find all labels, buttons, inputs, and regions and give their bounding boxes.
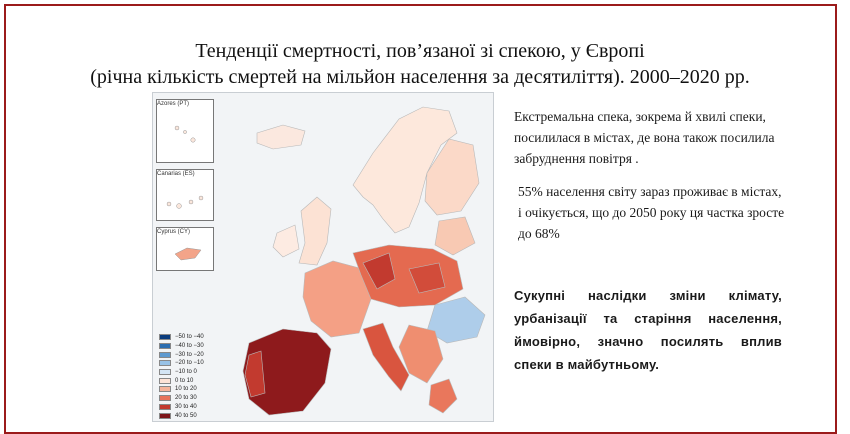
slide-title-line2: (річна кількість смертей на мільйон насе… (90, 66, 750, 88)
map-legend: −50 to −40 −40 to −30 −30 to −20 −20 to … (159, 333, 229, 420)
legend-swatch (159, 386, 171, 393)
legend-label: 20 to 30 (175, 395, 197, 402)
legend-label: −20 to −10 (175, 360, 204, 367)
legend-swatch (159, 343, 171, 350)
paragraph-urban-population: 55% населення світу зараз проживає в міс… (518, 184, 785, 241)
legend-swatch (159, 334, 171, 341)
slide-title-line1: Тенденції смертності, пов’язаної зі спек… (195, 40, 645, 62)
heat-mortality-map: Azores (PT) Canarias (ES) Cyprus (CY) (152, 92, 494, 422)
legend-item: 40 to 50 (159, 411, 229, 420)
inset-label-cyprus: Cyprus (CY) (157, 229, 191, 235)
legend-swatch (159, 351, 171, 358)
cyprus-island-graphic (174, 247, 202, 261)
legend-swatch (159, 369, 171, 376)
legend-item: 0 to 10 (159, 376, 229, 385)
legend-swatch (159, 360, 171, 367)
inset-azores (156, 99, 214, 163)
legend-swatch (159, 412, 171, 419)
paragraph-combined-effects: Сукупні наслідки зміни клімату, урбаніза… (514, 288, 782, 372)
legend-item: 20 to 30 (159, 394, 229, 403)
legend-label: −40 to −30 (175, 343, 204, 350)
legend-label: −50 to −40 (175, 334, 204, 341)
inset-cyprus (156, 227, 214, 271)
legend-label: −10 to 0 (175, 369, 197, 376)
legend-item: −10 to 0 (159, 368, 229, 377)
legend-label: 10 to 20 (175, 386, 197, 393)
legend-item: 10 to 20 (159, 385, 229, 394)
legend-item: −50 to −40 (159, 333, 229, 342)
legend-swatch (159, 377, 171, 384)
legend-item: −40 to −30 (159, 342, 229, 351)
legend-label: 40 to 50 (175, 412, 197, 419)
legend-label: 30 to 40 (175, 403, 197, 410)
azores-islands-graphic (174, 125, 196, 143)
legend-swatch (159, 403, 171, 410)
paragraph-extreme-heat: Екстремальна спека, зокрема й хвилі спек… (514, 109, 775, 166)
canarias-islands-graphic (166, 195, 204, 209)
inset-label-canarias: Canarias (ES) (157, 171, 195, 177)
legend-label: −30 to −20 (175, 351, 204, 358)
legend-item: 30 to 40 (159, 403, 229, 412)
europe-map-graphic (242, 106, 486, 416)
inset-canarias (156, 169, 214, 221)
legend-item: −30 to −20 (159, 350, 229, 359)
legend-label: 0 to 10 (175, 377, 194, 384)
legend-item: −20 to −10 (159, 359, 229, 368)
inset-label-azores: Azores (PT) (157, 101, 190, 107)
legend-swatch (159, 395, 171, 402)
